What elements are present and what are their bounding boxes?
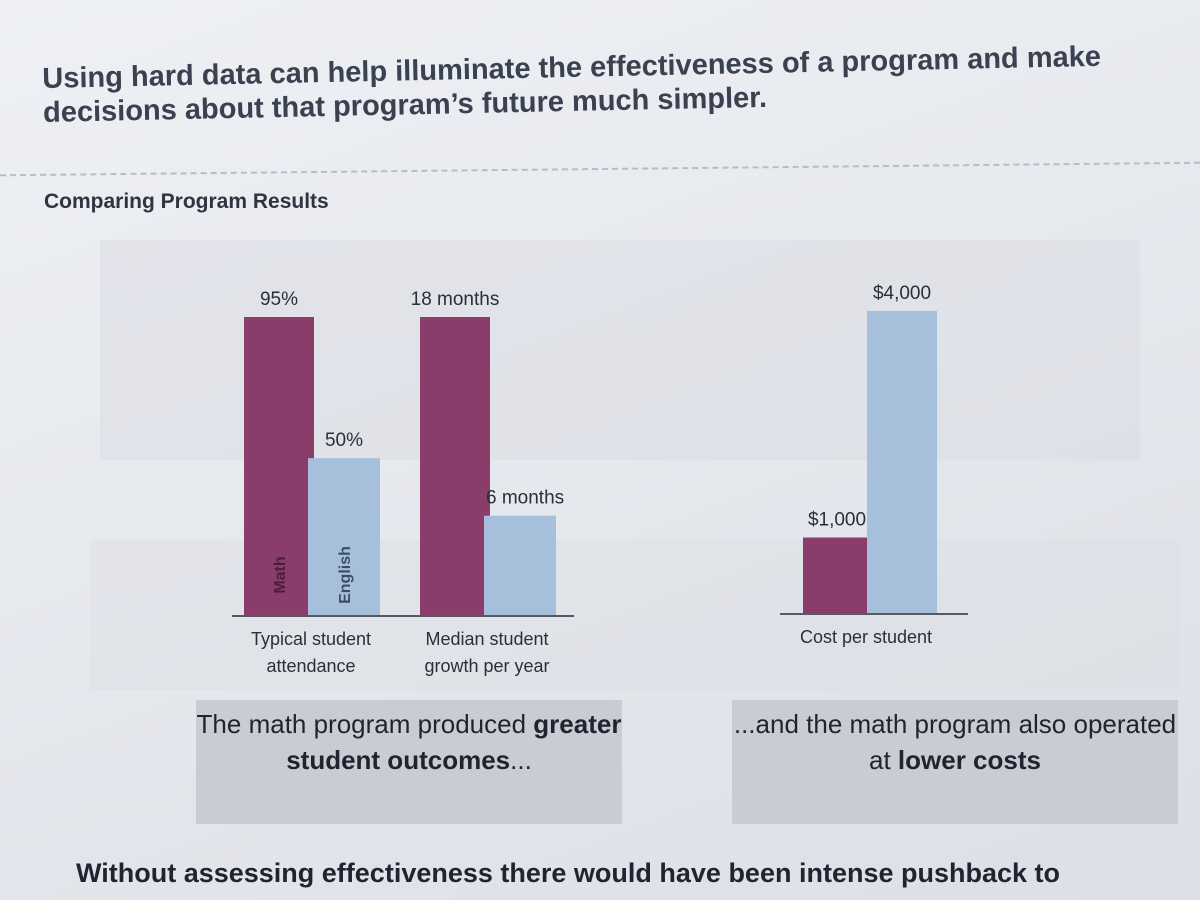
- series-label-english: English: [337, 546, 354, 604]
- category-label-0-0-0: Typical student: [251, 629, 371, 649]
- data-label-math-0-1: 18 months: [411, 289, 500, 310]
- series-label-math: Math: [272, 556, 289, 593]
- data-label-math-0-0: 95%: [260, 289, 298, 310]
- data-label-english-0-1: 6 months: [486, 488, 564, 509]
- bar-math-0-0: [244, 317, 314, 615]
- callout-left-bold: greater student outcomes: [286, 709, 622, 775]
- callout-left: The math program produced greater studen…: [196, 700, 622, 824]
- category-label-0-0-1: attendance: [266, 656, 355, 676]
- bar-math-0-1: [420, 317, 490, 615]
- category-label-0-1-1: growth per year: [424, 656, 549, 676]
- bar-english-1-0: [867, 311, 937, 613]
- section-title: Comparing Program Results: [44, 190, 329, 213]
- chart-1: $1,000 $4,000 Cost per student: [780, 283, 968, 647]
- callout-right-text: ...and the math program also operated at: [733, 709, 1177, 775]
- data-label-english-1-0: $4,000: [873, 283, 931, 304]
- callout-right: ...and the math program also operated at…: [732, 700, 1178, 824]
- category-label-1-0-0: Cost per student: [800, 627, 932, 647]
- callout-left-ellipsis: ...: [510, 745, 532, 775]
- chart-0: 95% Math 50% English Typical student attendan…: [232, 289, 574, 676]
- callout-left-text: The math program produced: [196, 709, 534, 739]
- footer-text: Without assessing effectiveness there wo…: [76, 858, 1061, 888]
- category-label-0-1-0: Median student: [425, 629, 548, 649]
- bar-english-0-0: [308, 458, 380, 615]
- data-label-english-0-0: 50%: [325, 430, 363, 451]
- callout-right-bold: lower costs: [897, 745, 1041, 775]
- bar-math-1-0: [803, 537, 871, 613]
- bar-english-0-1: [484, 515, 556, 615]
- data-label-math-1-0: $1,000: [808, 510, 866, 531]
